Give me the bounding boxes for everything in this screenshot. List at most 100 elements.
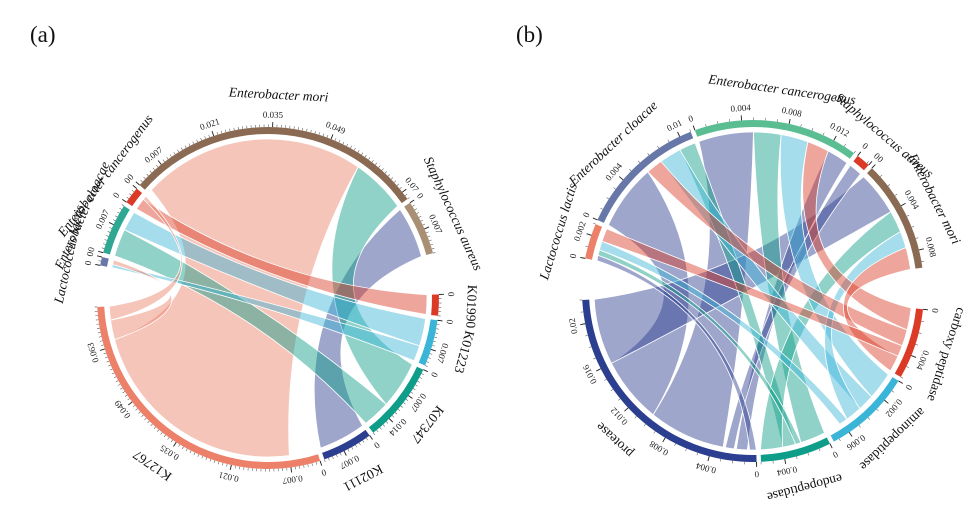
minor-tick — [364, 154, 367, 158]
minor-tick — [303, 465, 305, 468]
minor-tick — [105, 356, 108, 359]
minor-tick — [376, 429, 379, 433]
sector-arc-enterobacter-cloacae — [597, 131, 694, 223]
tick-label-k07347: 0 — [429, 371, 440, 380]
minor-tick — [222, 462, 224, 466]
ribbon-endopeptidase-enterobacter-cancerogenus — [753, 131, 826, 444]
minor-tick — [643, 423, 646, 427]
minor-tick — [362, 440, 365, 443]
minor-tick — [867, 417, 870, 420]
major-tick — [290, 467, 293, 473]
minor-tick — [618, 398, 621, 401]
minor-tick — [163, 434, 166, 438]
minor-tick — [361, 152, 364, 155]
minor-tick — [434, 336, 438, 338]
major-tick — [624, 407, 629, 412]
sector-arc-enterobacter-cloacae — [103, 205, 130, 255]
minor-tick — [310, 129, 312, 133]
sector-arc-staphylococcus-aureus — [853, 155, 869, 171]
minor-tick — [109, 227, 112, 229]
tick-label-staphylococcus-aureus: 0 — [872, 151, 882, 162]
tick-label-protease: 0 — [754, 469, 759, 479]
minor-tick — [396, 183, 400, 186]
minor-tick — [193, 452, 196, 456]
major-tick — [884, 399, 889, 404]
minor-tick — [365, 437, 368, 441]
tick-label-k01223: 0 — [444, 319, 455, 325]
minor-tick — [629, 168, 632, 172]
tick-label-k12767: 0.035 — [158, 443, 181, 463]
minor-tick — [208, 134, 210, 138]
minor-tick — [140, 179, 143, 183]
tick-label-k12767: 0 — [320, 467, 328, 478]
sector-label-endopeptidase: endopeptidase — [766, 471, 845, 505]
minor-tick — [101, 247, 105, 249]
tick-label-enterobacter-mori: 0.021 — [199, 116, 221, 132]
ribbon-protease-enterobacter-cancerogenus — [652, 131, 754, 448]
major-tick — [409, 199, 415, 204]
sector-label-staphylococcus-aureus: Staphylococcus aureus — [421, 154, 486, 273]
sector-arc-carboxy-peptidase — [894, 308, 924, 377]
minor-tick — [107, 231, 111, 233]
minor-tick — [906, 214, 910, 217]
sector-arc-enterobacter-mori — [867, 168, 923, 269]
minor-tick — [843, 144, 846, 147]
tick-label-enterobacter-mori: 0 — [125, 172, 136, 182]
ribbon-aminopeptidase-enterobacter-cancerogenus — [779, 134, 889, 398]
minor-tick — [417, 380, 420, 383]
minor-tick — [135, 408, 138, 411]
major-tick — [211, 130, 215, 137]
tick-label-endopeptidase: 0.004 — [776, 464, 798, 478]
tick-label-enterobacter-mori: 0.007 — [143, 144, 165, 165]
minor-tick — [399, 186, 402, 190]
sector-arc-enterobacter-cancerogenus — [694, 119, 855, 159]
tick-label-k02111: 0.007 — [338, 453, 361, 471]
major-tick — [135, 181, 140, 186]
tick-label-enterobacter-cloacae: 0 — [86, 245, 97, 252]
sector-arc-k02111 — [322, 429, 370, 460]
ribbon-aminopeptidase-enterobacter-mori — [824, 231, 907, 420]
major-tick — [911, 355, 917, 358]
ribbon-staphylococcus-aureus-k02111 — [313, 208, 422, 449]
tick-label-aminopeptidase: 0 — [903, 383, 914, 393]
minor-tick — [103, 352, 107, 355]
tick-label-protease: 0.004 — [694, 461, 717, 476]
major-tick — [871, 164, 876, 169]
minor-tick — [153, 426, 156, 430]
minor-tick — [811, 127, 814, 131]
minor-tick — [146, 173, 149, 176]
minor-tick — [397, 408, 401, 412]
major-tick — [408, 395, 413, 399]
minor-tick — [201, 455, 204, 459]
minor-tick — [880, 174, 883, 177]
minor-tick — [911, 226, 915, 228]
minor-tick — [426, 361, 430, 363]
major-tick — [108, 222, 114, 226]
minor-tick — [891, 390, 895, 393]
tick-label-enterobacter-cancerogenus: 0 — [687, 113, 695, 124]
tick-label-lactococcus-lactis: 0 — [85, 250, 96, 257]
minor-tick — [113, 376, 117, 379]
minor-tick — [689, 129, 691, 132]
minor-tick — [887, 184, 891, 187]
ribbon-endopeptidase-enterobacter-mori — [760, 211, 902, 451]
major-tick — [98, 250, 104, 254]
minor-tick — [150, 423, 153, 427]
tick-label-enterobacter-cloacae: 0.004 — [603, 160, 624, 182]
ribbon-aminopeptidase-lactococcus-lactis — [598, 240, 848, 425]
minor-tick — [97, 332, 101, 334]
tick-label-endopeptidase: 0 — [831, 449, 840, 460]
tick-label-enterobacter-cloacae: 0.007 — [94, 208, 112, 231]
minor-tick — [637, 160, 641, 163]
major-tick — [596, 368, 601, 372]
major-tick — [833, 135, 837, 141]
major-tick — [662, 437, 666, 443]
minor-tick — [657, 145, 660, 149]
minor-tick — [122, 391, 125, 394]
minor-tick — [379, 427, 382, 430]
sector-arc-enterobacter-mori — [139, 127, 408, 204]
minor-tick — [412, 388, 416, 391]
sector-arc-staphylococcus-aureus — [404, 202, 434, 256]
tick-label-enterobacter-mori: 0.004 — [903, 188, 922, 211]
